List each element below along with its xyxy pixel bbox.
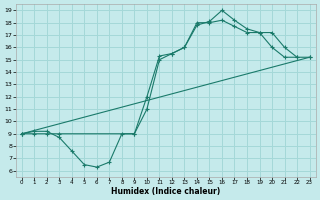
X-axis label: Humidex (Indice chaleur): Humidex (Indice chaleur) (111, 187, 220, 196)
